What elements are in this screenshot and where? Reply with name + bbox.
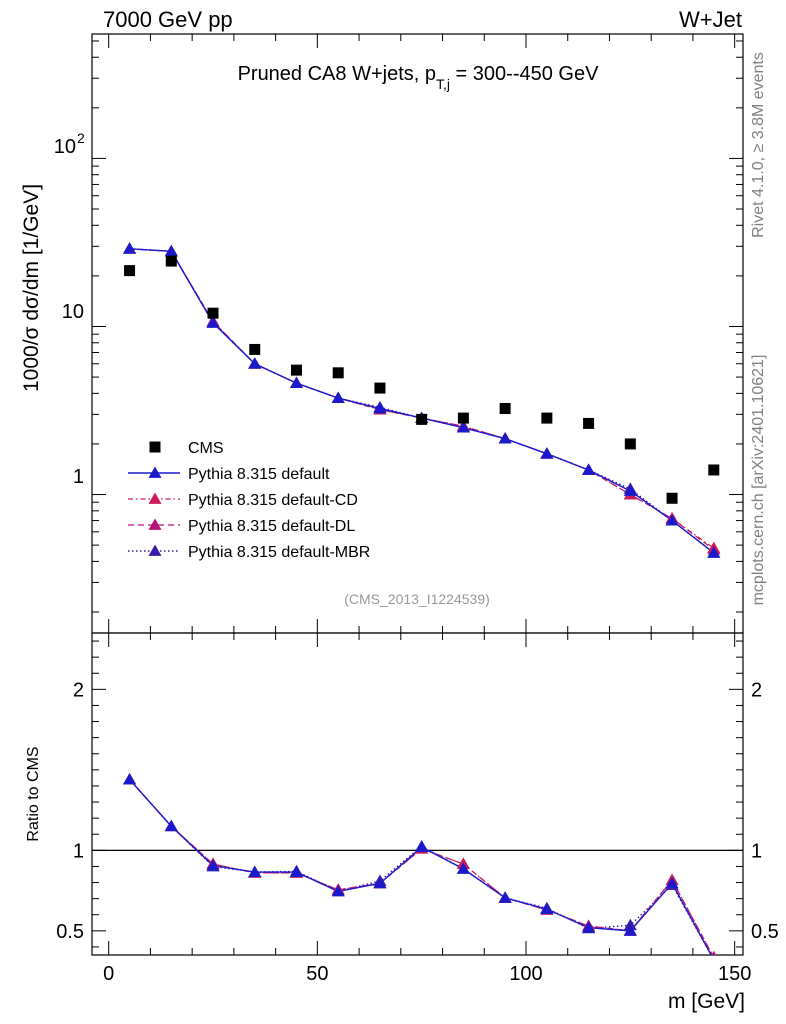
point-default	[540, 447, 554, 459]
header-energy: 7000 GeV pp	[103, 7, 233, 32]
main-ytick-label-100: 10	[54, 136, 76, 158]
analysis-label: (CMS_2013_I1224539)	[344, 591, 490, 607]
ratio-ytick-label: 1	[73, 840, 84, 862]
ratio-point-default	[331, 884, 345, 897]
ratio-ytick-label-right: 2	[751, 679, 762, 701]
ratio-point-default	[540, 902, 554, 914]
xtick-label: 0	[103, 963, 114, 985]
ratio-point-default	[623, 924, 637, 936]
ratio-tick-labels: 0.5 0.5 1 1 2 2 0 50 100 150	[56, 679, 779, 985]
rivet-label: Rivet 4.1.0, ≥ 3.8M events	[750, 52, 767, 238]
ratio-point-default	[248, 865, 262, 877]
xtick-label: 50	[306, 963, 328, 985]
main-y-label-post: /dm [1/GeV]	[20, 184, 43, 296]
header-process: W+Jet	[679, 7, 742, 32]
point-cms	[583, 417, 595, 429]
mcplots-label: mcplots.cern.ch [arXiv:2401.10621]	[750, 355, 767, 606]
legend-label-default-dl: Pythia 8.315 default-DL	[188, 518, 355, 535]
ratio-point-default	[164, 819, 178, 832]
xtick-label: 100	[509, 963, 542, 985]
ratio-point-default-cd	[711, 950, 717, 955]
legend-marker-default-dl	[148, 518, 162, 530]
main-data-marks	[123, 242, 721, 558]
point-cms	[457, 412, 469, 424]
main-ytick-label-100-exponent: 2	[77, 130, 85, 146]
ratio-point-default	[456, 862, 470, 874]
ratio-point-default	[582, 921, 596, 933]
main-y-label: 1000/σ dσ/dm [1/GeV]	[20, 184, 43, 392]
point-default	[123, 242, 137, 254]
point-default	[456, 421, 470, 433]
main-ytick-label-10: 10	[62, 301, 84, 323]
point-cms	[624, 438, 636, 450]
point-cms	[124, 265, 136, 277]
ratio-point-default	[665, 876, 679, 889]
plot-title: Pruned CA8 W+jets, pT,j = 300--450 GeV	[238, 63, 600, 92]
plot-title-subscript: T,j	[436, 76, 450, 92]
ratio-point-default	[123, 773, 137, 785]
ratio-ytick-label: 2	[73, 679, 84, 701]
legend-label-cms: CMS	[188, 440, 224, 457]
point-cms	[541, 412, 553, 424]
main-axis-ticks	[92, 34, 743, 633]
point-cms	[708, 464, 720, 476]
point-default	[164, 244, 178, 257]
point-cms	[332, 367, 344, 379]
xtick-label: 150	[718, 963, 751, 985]
point-default	[373, 402, 387, 414]
point-cms	[290, 364, 302, 376]
point-cms	[165, 255, 177, 267]
point-default	[289, 376, 303, 389]
legend-label-default: Pythia 8.315 default	[188, 466, 330, 483]
legend-marker-default	[148, 466, 162, 478]
point-default	[206, 316, 220, 328]
ratio-y-label: Ratio to CMS	[25, 746, 42, 841]
ratio-point-default	[498, 891, 512, 903]
point-default	[582, 463, 596, 475]
legend: CMS Pythia 8.315 default Pythia 8.315 defa…	[128, 440, 370, 561]
ratio-ytick-label-right: 1	[751, 840, 762, 862]
point-cms	[416, 413, 428, 425]
plot-title-tail: = 300--450 GeV	[450, 63, 599, 85]
ratio-point-default	[206, 859, 220, 871]
point-default	[248, 357, 262, 369]
main-ytick-label-1: 1	[73, 466, 84, 488]
point-cms	[207, 307, 219, 319]
x-axis-label: m [GeV]	[668, 990, 745, 1013]
ratio-axis-ticks	[92, 633, 743, 955]
main-y-label-pre: 1000/σ dσ	[20, 296, 43, 392]
point-default	[707, 546, 721, 558]
ratio-point-default	[415, 840, 429, 853]
ratio-ytick-label: 0.5	[56, 921, 84, 943]
point-default	[623, 484, 637, 496]
legend-label-default-cd: Pythia 8.315 default-CD	[188, 492, 358, 509]
point-default	[331, 391, 345, 403]
point-default	[498, 432, 512, 444]
ratio-point-default	[712, 953, 715, 955]
point-default	[665, 514, 679, 526]
ratio-data-marks	[123, 773, 717, 955]
legend-marker-default-mbr	[148, 544, 162, 556]
ratio-point-default	[373, 876, 387, 889]
legend-marker-default-cd	[148, 492, 162, 504]
point-cms	[499, 403, 511, 415]
legend-marker-cms	[149, 441, 161, 453]
ratio-plot-frame	[91, 632, 744, 956]
point-cms	[666, 492, 678, 504]
legend-label-default-mbr: Pythia 8.315 default-MBR	[188, 544, 370, 561]
point-cms	[249, 343, 261, 355]
point-cms	[374, 382, 386, 394]
ratio-point-default	[289, 865, 303, 877]
plot-title-main: Pruned CA8 W+jets, p	[238, 63, 436, 85]
ratio-ytick-label-right: 0.5	[751, 921, 779, 943]
